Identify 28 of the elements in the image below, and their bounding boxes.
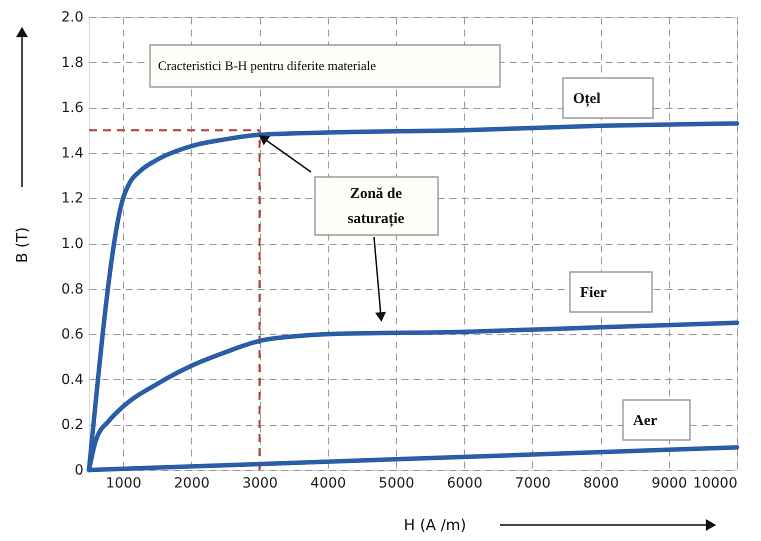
y-tick-label: 2.0 [61, 10, 84, 26]
x-tick-label: 6000 [446, 476, 482, 492]
x-tick-label: 4000 [310, 476, 346, 492]
x-tick-label: 9000 [651, 476, 688, 492]
x-tick-label: 10000 [692, 476, 738, 492]
y-tick-label: 0 [74, 462, 84, 478]
y-tick-label: 0.6 [61, 326, 84, 343]
x-tick-label: 2000 [174, 476, 210, 492]
x-tick-label: 5000 [378, 476, 414, 492]
y-tick-label: 1.4 [61, 145, 84, 162]
y-tick-label: 0.2 [61, 417, 84, 434]
y-tick-label: 0.8 [61, 281, 84, 298]
y-tick-label: 1.6 [61, 100, 84, 116]
series-label: Fier [580, 285, 607, 301]
series-label: Aer [633, 413, 658, 429]
series-label: Oțel [573, 91, 600, 107]
text: Cracteristici B-H pentru diferite materiale [158, 58, 376, 73]
y-tick-label: 1.8 [61, 54, 84, 71]
y-tick-label: 1.0 [61, 236, 84, 252]
x-tick-label: 7000 [515, 476, 551, 492]
annotation: Zonă de saturație [348, 186, 405, 227]
x-tick-label: 1000 [106, 476, 142, 492]
x-tick-label: 3000 [242, 476, 278, 492]
x-axis-title: H (A /m) [404, 516, 466, 534]
y-tick-label: 0.4 [61, 372, 84, 388]
x-tick-label: 8000 [583, 476, 619, 492]
y-axis-title: B (T) [13, 227, 31, 263]
y-tick-label: 1.2 [61, 190, 84, 207]
